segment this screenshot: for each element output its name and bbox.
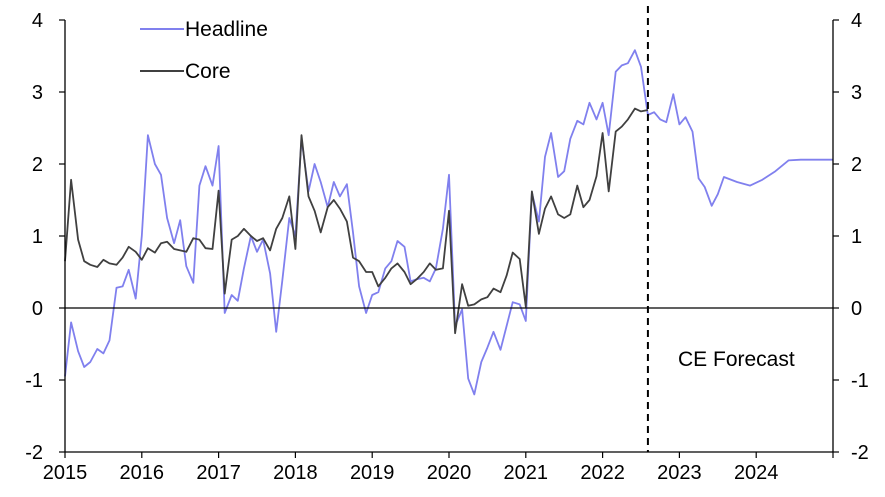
x-tick-label: 2021 bbox=[504, 462, 549, 484]
x-tick-label: 2019 bbox=[350, 462, 395, 484]
legend-label-headline: Headline bbox=[185, 18, 268, 41]
x-tick-label: 2023 bbox=[657, 462, 702, 484]
y-tick-label-right: 3 bbox=[851, 82, 862, 104]
y-tick-label-left: -1 bbox=[25, 370, 43, 392]
y-tick-label-left: -2 bbox=[25, 442, 43, 464]
axes: -2 -2 -1 -1 0 0 1 1 2 2 3 3 4 4 2015 2016 2017 2018 2019 20… bbox=[25, 6, 869, 484]
legend-label-core: Core bbox=[185, 60, 231, 83]
series-line-core bbox=[64, 107, 649, 335]
y-tick-label-left: 2 bbox=[32, 154, 43, 176]
x-tick-label: 2018 bbox=[273, 462, 318, 484]
x-tick-label: 2015 bbox=[43, 462, 88, 484]
x-tick-label: 2024 bbox=[734, 462, 779, 484]
y-tick-label-left: 3 bbox=[32, 82, 43, 104]
series-group bbox=[64, 49, 833, 396]
y-tick-label-left: 0 bbox=[32, 298, 43, 320]
y-tick-label-left: 4 bbox=[32, 10, 43, 32]
y-tick-label-right: 1 bbox=[851, 226, 862, 248]
y-tick-label-left: 1 bbox=[32, 226, 43, 248]
x-tick-label: 2022 bbox=[580, 462, 625, 484]
legend: Headline Core bbox=[140, 18, 268, 83]
y-tick-label-right: 4 bbox=[851, 10, 862, 32]
y-tick-label-right: 0 bbox=[851, 298, 862, 320]
y-tick-label-right: -2 bbox=[851, 442, 869, 464]
x-tick-label: 2017 bbox=[196, 462, 241, 484]
forecast-annotation: CE Forecast bbox=[678, 348, 795, 371]
y-tick-label-right: 2 bbox=[851, 154, 862, 176]
x-tick-label: 2020 bbox=[427, 462, 472, 484]
x-tick-label: 2016 bbox=[120, 462, 165, 484]
y-tick-label-right: -1 bbox=[851, 370, 869, 392]
